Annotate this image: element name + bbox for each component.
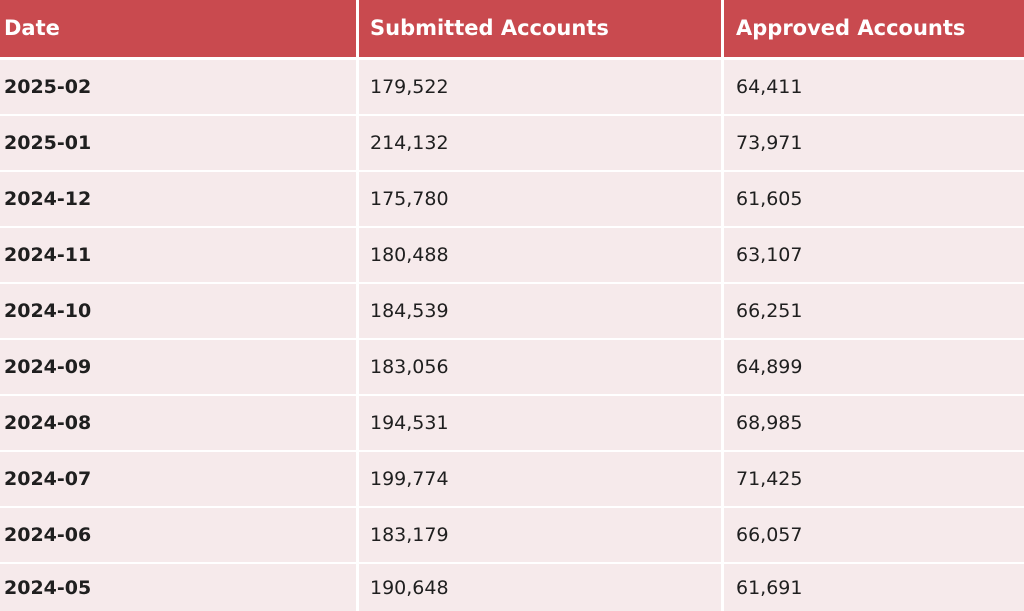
table-row: 2024-11 180,488 63,107 bbox=[0, 228, 1024, 282]
table-row: 2025-02 179,522 64,411 bbox=[0, 60, 1024, 114]
submitted-accounts-cell: 175,780 bbox=[359, 172, 721, 226]
approved-accounts-cell: 73,971 bbox=[724, 116, 1024, 170]
table-row: 2024-06 183,179 66,057 bbox=[0, 508, 1024, 562]
approved-accounts-cell: 64,899 bbox=[724, 340, 1024, 394]
submitted-accounts-cell: 194,531 bbox=[359, 396, 721, 450]
table-row: 2024-05 190,648 61,691 bbox=[0, 564, 1024, 611]
date-cell: 2024-05 bbox=[0, 564, 356, 611]
column-header-approved-accounts: Approved Accounts bbox=[724, 0, 1024, 57]
date-cell: 2024-09 bbox=[0, 340, 356, 394]
approved-accounts-cell: 66,057 bbox=[724, 508, 1024, 562]
approved-accounts-cell: 68,985 bbox=[724, 396, 1024, 450]
table-row: 2024-07 199,774 71,425 bbox=[0, 452, 1024, 506]
submitted-accounts-cell: 214,132 bbox=[359, 116, 721, 170]
date-cell: 2024-08 bbox=[0, 396, 356, 450]
submitted-accounts-cell: 184,539 bbox=[359, 284, 721, 338]
submitted-accounts-cell: 199,774 bbox=[359, 452, 721, 506]
approved-accounts-cell: 64,411 bbox=[724, 60, 1024, 114]
table-row: 2024-12 175,780 61,605 bbox=[0, 172, 1024, 226]
submitted-accounts-cell: 180,488 bbox=[359, 228, 721, 282]
submitted-accounts-cell: 190,648 bbox=[359, 564, 721, 611]
date-cell: 2024-06 bbox=[0, 508, 356, 562]
date-cell: 2024-10 bbox=[0, 284, 356, 338]
table-row: 2025-01 214,132 73,971 bbox=[0, 116, 1024, 170]
submitted-accounts-cell: 183,056 bbox=[359, 340, 721, 394]
date-cell: 2024-07 bbox=[0, 452, 356, 506]
submitted-accounts-cell: 183,179 bbox=[359, 508, 721, 562]
date-cell: 2024-11 bbox=[0, 228, 356, 282]
table-row: 2024-09 183,056 64,899 bbox=[0, 340, 1024, 394]
date-cell: 2025-02 bbox=[0, 60, 356, 114]
date-cell: 2024-12 bbox=[0, 172, 356, 226]
submitted-accounts-cell: 179,522 bbox=[359, 60, 721, 114]
approved-accounts-cell: 61,605 bbox=[724, 172, 1024, 226]
column-header-submitted-accounts: Submitted Accounts bbox=[359, 0, 721, 57]
approved-accounts-cell: 71,425 bbox=[724, 452, 1024, 506]
approved-accounts-cell: 63,107 bbox=[724, 228, 1024, 282]
column-header-date: Date bbox=[0, 0, 356, 57]
table-row: 2024-10 184,539 66,251 bbox=[0, 284, 1024, 338]
table-row: 2024-08 194,531 68,985 bbox=[0, 396, 1024, 450]
table-header-row: Date Submitted Accounts Approved Account… bbox=[0, 0, 1024, 57]
approved-accounts-cell: 66,251 bbox=[724, 284, 1024, 338]
date-cell: 2025-01 bbox=[0, 116, 356, 170]
approved-accounts-cell: 61,691 bbox=[724, 564, 1024, 611]
